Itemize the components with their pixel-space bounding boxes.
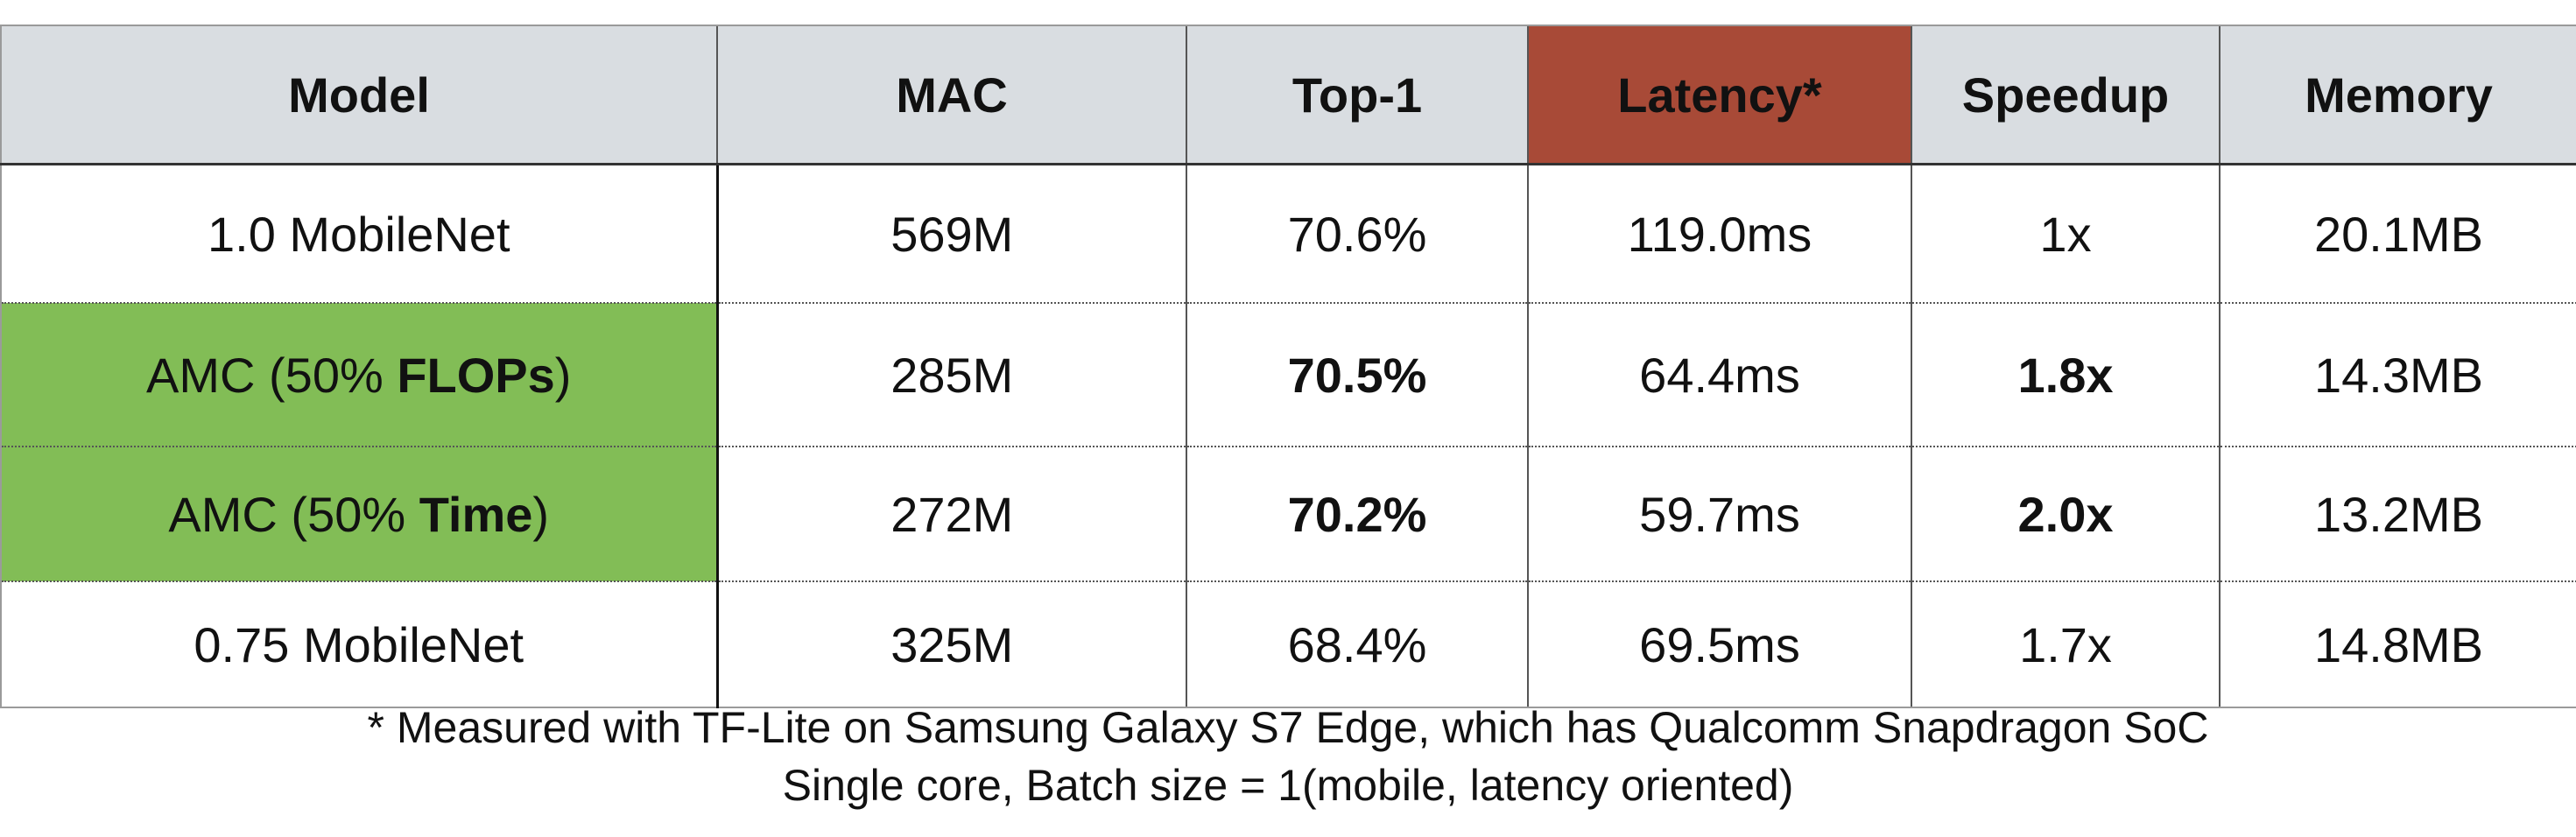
results-table: Model MAC Top-1 Latency* Speedup Memory … [0, 26, 2576, 708]
header-latency: Latency* [1527, 26, 1911, 165]
cell-speedup: 1x [1911, 164, 2220, 304]
model-name-suffix: ) [532, 486, 550, 542]
header-top1: Top-1 [1186, 26, 1528, 165]
cell-model: AMC (50% FLOPs) [0, 303, 719, 447]
cell-mac: 569M [716, 164, 1186, 304]
table-row: 0.75 MobileNet 325M 68.4% 69.5ms 1.7x 14… [0, 581, 2576, 708]
footnote: * Measured with TF-Lite on Samsung Galax… [0, 699, 2576, 814]
header-model: Model [0, 26, 717, 165]
table-header: Model MAC Top-1 Latency* Speedup Memory [0, 26, 2576, 165]
header-mac: MAC [716, 26, 1186, 165]
header-speedup: Speedup [1911, 26, 2220, 165]
cell-top1: 70.6% [1186, 164, 1528, 304]
table-row: AMC (50% FLOPs) 285M 70.5% 64.4ms 1.8x 1… [0, 303, 2576, 447]
cell-model: 0.75 MobileNet [0, 581, 719, 708]
top-rule [0, 25, 2576, 26]
header-memory: Memory [2219, 26, 2576, 165]
footnote-line-2: Single core, Batch size = 1(mobile, late… [782, 761, 1794, 810]
cell-model: 1.0 MobileNet [0, 164, 719, 304]
cell-memory: 14.3MB [2219, 303, 2576, 447]
cell-latency: 64.4ms [1527, 303, 1911, 447]
cell-latency: 119.0ms [1527, 164, 1911, 304]
cell-model: AMC (50% Time) [0, 447, 719, 582]
cell-speedup: 2.0x [1911, 447, 2220, 582]
model-name-prefix: AMC (50% [168, 486, 419, 542]
cell-mac: 325M [716, 581, 1186, 708]
model-name-prefix: AMC (50% [146, 347, 398, 403]
cell-latency: 69.5ms [1527, 581, 1911, 708]
cell-memory: 13.2MB [2219, 447, 2576, 582]
cell-speedup: 1.7x [1911, 581, 2220, 708]
table-row: 1.0 MobileNet 569M 70.6% 119.0ms 1x 20.1… [0, 164, 2576, 304]
cell-top1: 70.5% [1186, 303, 1528, 447]
cell-memory: 20.1MB [2219, 164, 2576, 304]
cell-speedup: 1.8x [1911, 303, 2220, 447]
table-row: AMC (50% Time) 272M 70.2% 59.7ms 2.0x 13… [0, 447, 2576, 582]
footnote-line-1: * Measured with TF-Lite on Samsung Galax… [367, 703, 2209, 752]
table-body: 1.0 MobileNet 569M 70.6% 119.0ms 1x 20.1… [0, 164, 2576, 708]
model-name-bold: FLOPs [397, 347, 555, 403]
cell-memory: 14.8MB [2219, 581, 2576, 708]
model-name-bold: Time [419, 486, 533, 542]
cell-top1: 70.2% [1186, 447, 1528, 582]
model-name: 1.0 MobileNet [207, 206, 510, 262]
cell-latency: 59.7ms [1527, 447, 1911, 582]
model-name-suffix: ) [554, 347, 572, 403]
cell-top1: 68.4% [1186, 581, 1528, 708]
header-row: Model MAC Top-1 Latency* Speedup Memory [0, 26, 2576, 165]
cell-mac: 272M [716, 447, 1186, 582]
results-sheet: Model MAC Top-1 Latency* Speedup Memory … [0, 26, 2576, 837]
model-name: 0.75 MobileNet [194, 616, 524, 672]
cell-mac: 285M [716, 303, 1186, 447]
